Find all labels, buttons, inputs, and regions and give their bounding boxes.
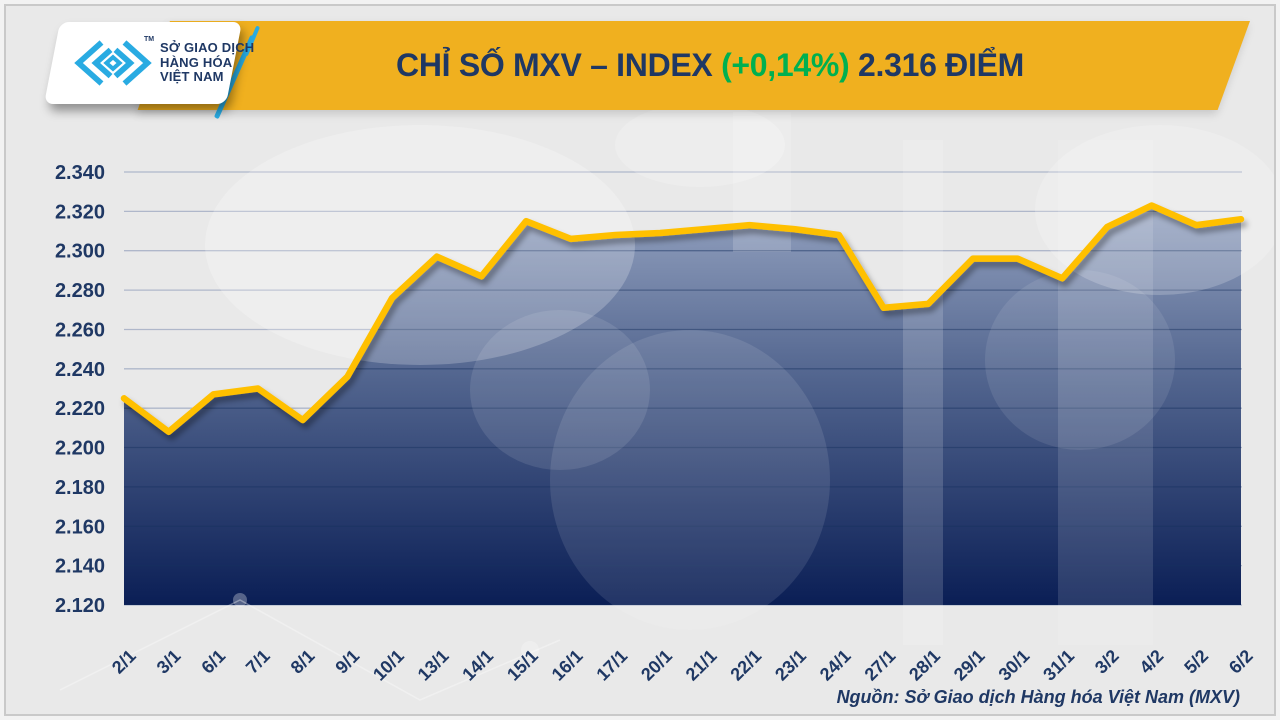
x-tick-label: 29/1	[950, 646, 989, 685]
x-tick-label: 22/1	[726, 646, 765, 685]
y-tick-label: 2.240	[55, 359, 105, 381]
y-tick-label: 2.300	[55, 241, 105, 263]
y-tick-label: 2.180	[55, 477, 105, 499]
x-tick-label: 17/1	[592, 646, 631, 685]
x-tick-label: 3/2	[1091, 646, 1123, 678]
x-tick-label: 4/2	[1136, 646, 1168, 678]
x-tick-label: 24/1	[816, 646, 855, 685]
y-tick-label: 2.320	[55, 201, 105, 223]
logo-text-line1: SỞ GIAO DỊCH	[160, 40, 255, 56]
page-title: CHỈ SỐ MXV – INDEX (+0,14%) 2.316 ĐIỂM	[170, 21, 1250, 110]
x-tick-label: 16/1	[548, 646, 587, 685]
x-tick-label: 14/1	[458, 646, 497, 685]
x-tick-label: 28/1	[905, 646, 944, 685]
mxv-logo-text: SỞ GIAO DỊCH HÀNG HÓA VIỆT NAM	[160, 40, 255, 85]
y-tick-label: 2.220	[55, 398, 105, 420]
y-tick-label: 2.200	[55, 438, 105, 460]
x-tick-label: 9/1	[331, 646, 363, 678]
trademark-symbol: TM	[144, 36, 155, 43]
title-value: 2.316 ĐIỂM	[849, 47, 1024, 83]
x-tick-label: 2/1	[108, 646, 140, 678]
source-attribution: Nguồn: Sở Giao dịch Hàng hóa Việt Nam (M…	[836, 687, 1240, 707]
y-tick-label: 2.120	[55, 595, 105, 617]
title-main: CHỈ SỐ MXV – INDEX	[396, 47, 722, 83]
index-line	[120, 202, 1245, 436]
x-tick-label: 6/2	[1225, 646, 1257, 678]
logo-text-line2: HÀNG HÓA	[160, 54, 233, 70]
logo-text-line3: VIỆT NAM	[160, 69, 224, 85]
x-tick-label: 6/1	[197, 646, 229, 678]
x-tick-label: 21/1	[682, 646, 721, 685]
x-tick-label: 10/1	[369, 646, 408, 685]
x-tick-label: 31/1	[1039, 646, 1078, 685]
x-tick-label: 20/1	[637, 646, 676, 685]
y-tick-label: 2.160	[55, 516, 105, 538]
x-tick-label: 13/1	[414, 646, 453, 685]
y-tick-label: 2.280	[55, 280, 105, 302]
x-tick-label: 23/1	[771, 646, 810, 685]
mxv-logo-inner: TM SỞ GIAO DỊCH HÀNG HÓA VIỆT NAM	[60, 22, 254, 104]
x-tick-label: 3/1	[153, 646, 185, 678]
x-axis-labels: 2/1 3/1 6/1 7/1 8/1 9/1 10/1 13/1 14/1 15/1 16/1 17…	[108, 646, 1257, 685]
index-area-fill	[124, 205, 1241, 605]
mxv-logo-icon	[74, 40, 152, 86]
mxv-logo-card: TM SỞ GIAO DỊCH HÀNG HÓA VIỆT NAM	[44, 22, 254, 104]
x-tick-label: 30/1	[995, 646, 1034, 685]
x-tick-label: 5/2	[1180, 646, 1212, 678]
x-tick-label: 27/1	[861, 646, 900, 685]
x-tick-label: 7/1	[242, 646, 274, 678]
y-tick-label: 2.260	[55, 320, 105, 342]
y-tick-label: 2.340	[55, 162, 105, 184]
y-axis-labels: 2.340 2.320 2.300 2.280 2.260 2.240 2.220 2.200…	[55, 162, 105, 617]
x-tick-label: 8/1	[287, 646, 319, 678]
y-tick-label: 2.140	[55, 556, 105, 578]
title-change-percent: (+0,14%)	[721, 47, 850, 83]
